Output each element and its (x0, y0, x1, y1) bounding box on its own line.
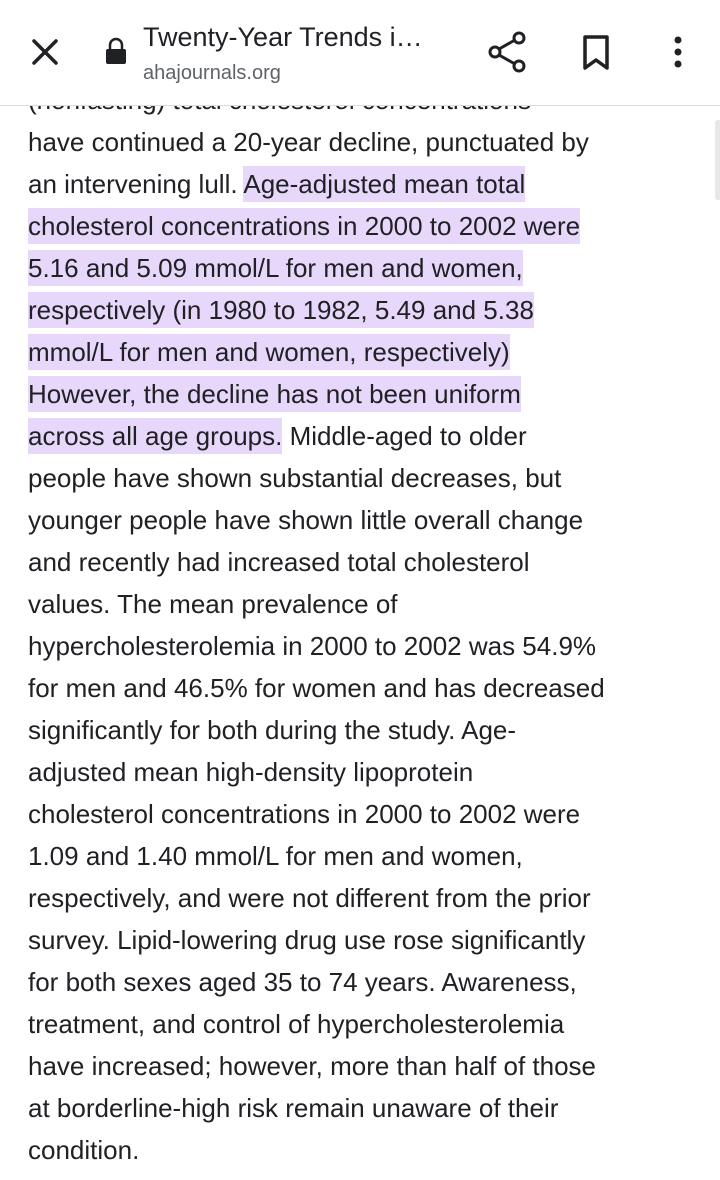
close-button[interactable] (32, 39, 58, 65)
text-segment: respectively, and were not different fro… (28, 883, 591, 913)
highlighted-text: Age-adjusted mean total (243, 166, 526, 202)
text-line: mmol/L for men and women, respectively) (28, 331, 510, 373)
text-line: significantly for both during the study.… (28, 709, 516, 751)
text-line: an intervening lull. Age-adjusted mean t… (28, 163, 526, 205)
text-segment: and recently had increased total cholest… (28, 547, 530, 577)
text-segment: values. The mean prevalence of (28, 589, 398, 619)
text-line: respectively (in 1980 to 1982, 5.49 and … (28, 289, 534, 331)
text-line: 5.16 and 5.09 mmol/L for men and women, (28, 247, 523, 289)
text-line: across all age groups. Middle-aged to ol… (28, 415, 527, 457)
text-line: cholesterol concentrations in 2000 to 20… (28, 793, 580, 835)
text-segment: at borderline-high risk remain unaware o… (28, 1093, 559, 1123)
text-line: cholesterol concentrations in 2000 to 20… (28, 205, 581, 247)
scroll-tab (715, 120, 720, 200)
text-line: and recently had increased total cholest… (28, 541, 530, 583)
text-segment: younger people have shown little overall… (28, 505, 584, 535)
text-line: hypercholesterolemia in 2000 to 2002 was… (28, 625, 596, 667)
text-line: have continued a 20-year decline, punctu… (28, 121, 589, 163)
text-line: for men and 46.5% for women and has decr… (28, 667, 605, 709)
text-line: survey. Lipid-lowering drug use rose sig… (28, 919, 585, 961)
highlighted-text: However, the decline has not been unifor… (28, 376, 521, 412)
highlighted-text: mmol/L for men and women, respectively) (28, 334, 510, 370)
text-segment: condition. (28, 1135, 140, 1165)
bookmark-button[interactable] (583, 35, 609, 70)
text-segment: Middle-aged to older (282, 421, 527, 451)
highlighted-text: 5.16 and 5.09 mmol/L for men and women, (28, 250, 523, 286)
text-segment: adjusted mean high-density lipoprotein (28, 757, 474, 787)
text-segment: have increased; however, more than half … (28, 1051, 597, 1081)
lock-icon (106, 37, 126, 64)
toolbar: Twenty-Year Trends i… ahajournals.org (0, 0, 720, 106)
text-segment: 1.09 and 1.40 mmol/L for men and women, (28, 841, 523, 871)
page-url[interactable]: ahajournals.org (143, 62, 281, 84)
text-segment: for men and 46.5% for women and has decr… (28, 673, 605, 703)
text-line: treatment, and control of hypercholester… (28, 1003, 564, 1045)
text-segment: survey. Lipid-lowering drug use rose sig… (28, 925, 586, 955)
text-line: for both sexes aged 35 to 74 years. Awar… (28, 961, 577, 1003)
text-segment: an intervening lull. (28, 169, 244, 199)
text-segment: cholesterol concentrations in 2000 to 20… (28, 799, 581, 829)
text-segment: people have shown substantial decreases,… (28, 463, 562, 493)
text-line: respectively, and were not different fro… (28, 877, 591, 919)
text-segment: significantly for both during the study.… (28, 715, 517, 745)
highlighted-text: cholesterol concentrations in 2000 to 20… (28, 208, 581, 244)
menu-button[interactable] (674, 36, 682, 68)
page-title: Twenty-Year Trends i… (143, 22, 423, 52)
highlighted-text: across all age groups. (28, 418, 283, 454)
text-line: values. The mean prevalence of (28, 583, 398, 625)
text-line: However, the decline has not been unifor… (28, 373, 521, 415)
share-button[interactable] (488, 31, 526, 73)
text-line: condition. (28, 1129, 139, 1171)
text-segment: for both sexes aged 35 to 74 years. Awar… (28, 967, 577, 997)
text-line: have increased; however, more than half … (28, 1045, 596, 1087)
text-segment: hypercholesterolemia in 2000 to 2002 was… (28, 631, 597, 661)
text-segment: have continued a 20-year decline, punctu… (28, 127, 589, 157)
highlighted-text: respectively (in 1980 to 1982, 5.49 and … (28, 292, 534, 328)
text-line: 1.09 and 1.40 mmol/L for men and women, (28, 835, 523, 877)
text-line: people have shown substantial decreases,… (28, 457, 561, 499)
text-segment: treatment, and control of hypercholester… (28, 1009, 565, 1039)
text-line: at borderline-high risk remain unaware o… (28, 1087, 558, 1129)
text-line: younger people have shown little overall… (28, 499, 583, 541)
toolbar-icons (32, 31, 682, 73)
text-line: adjusted mean high-density lipoprotein (28, 751, 473, 793)
